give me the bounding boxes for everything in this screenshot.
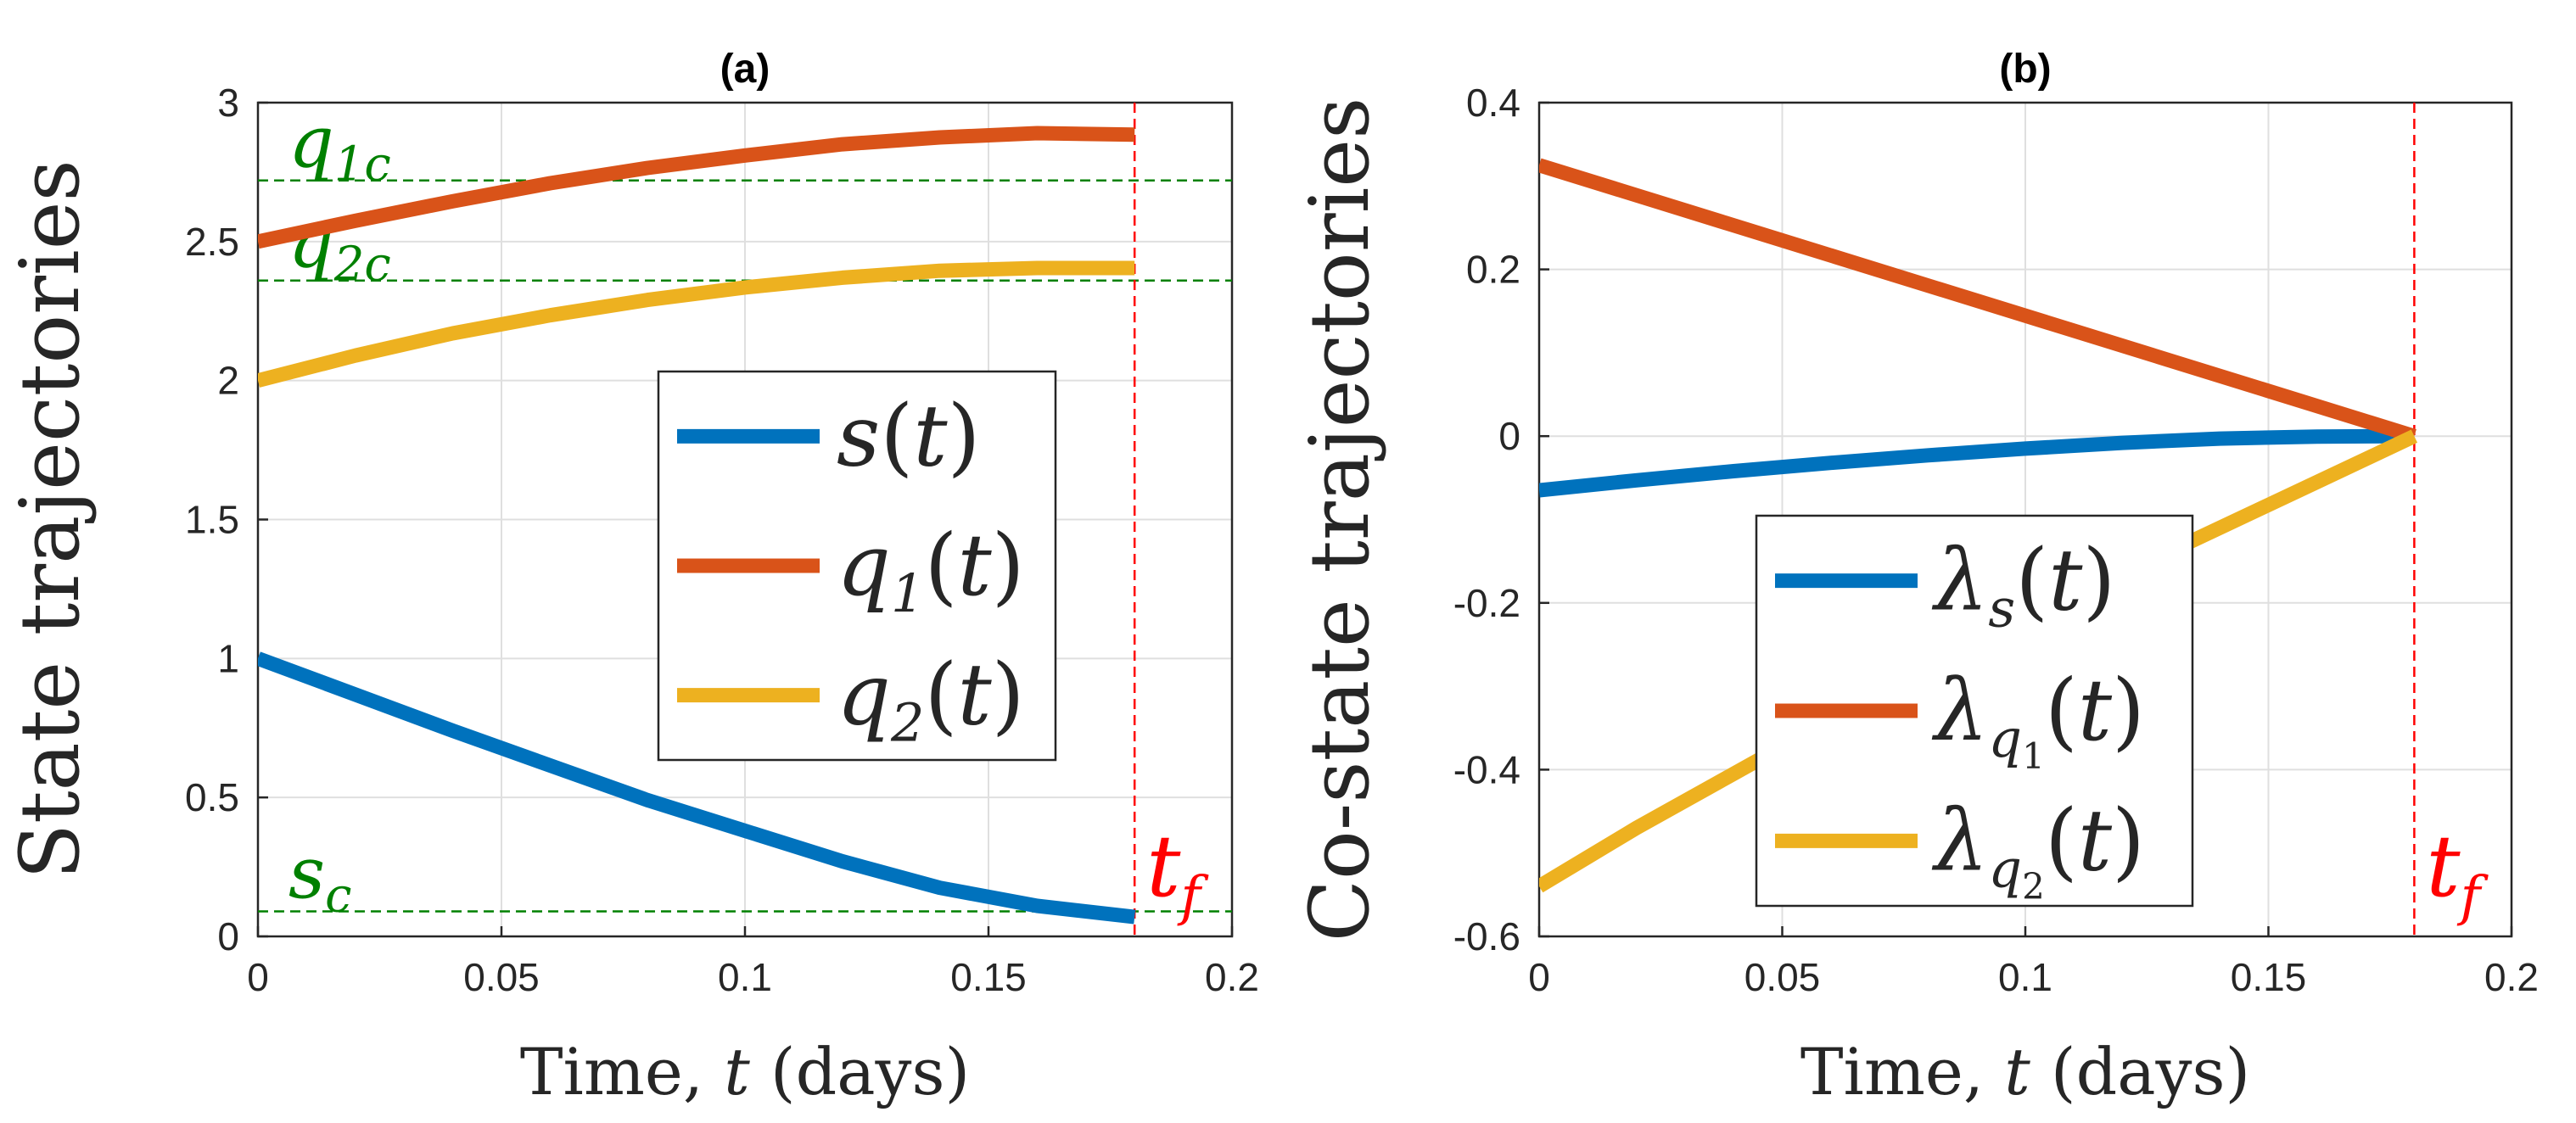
legend-entry-1: s(t) (837, 386, 981, 485)
x-tick-label: 0.05 (463, 955, 540, 999)
legend-entry-2: λq1(t) (1931, 661, 2145, 777)
constraint-label-q2c: q2c (288, 201, 391, 293)
legend-entry-2: q1(t) (837, 516, 1025, 624)
y-tick-label: -0.2 (1453, 581, 1520, 625)
x-tick-label: 0.1 (1998, 955, 2052, 999)
panel-a-state-trajectories: 0 0.05 0.1 0.15 0.2 0 0.5 1 1.5 2 2.5 3 (a) Time, t (… (3, 47, 1259, 1109)
x-tick-label: 0.1 (718, 955, 772, 999)
y-tick-label: -0.6 (1453, 914, 1520, 958)
y-tick-label: 1 (217, 636, 239, 680)
series-line-2 (258, 126, 1135, 249)
y-tick-label: 3 (217, 81, 239, 125)
y-tick-label: 2 (217, 359, 239, 403)
y-tick-label: 0 (1498, 414, 1520, 458)
legend-entry-3: λq2(t) (1931, 791, 2145, 907)
y-tick-label: 1.5 (185, 498, 239, 542)
y-tick-label: 0.2 (1466, 248, 1520, 292)
series-line-1 (258, 651, 1136, 925)
x-tick-label: 0 (247, 955, 269, 999)
legend: λs(t) λq1(t) λq2(t) (1755, 514, 2194, 907)
y-tick-label: -0.4 (1453, 747, 1520, 791)
x-axis-label: Time, t (days) (520, 1034, 970, 1109)
legend-entry-1: λs(t) (1931, 531, 2115, 640)
y-axis-label: Co-state trajectories (1292, 98, 1387, 942)
y-tick-label: 0.4 (1466, 81, 1520, 125)
x-tick-label: 0 (1528, 955, 1550, 999)
series-line-1 (1539, 428, 2415, 498)
series-line-3 (258, 260, 1135, 388)
panel-b-costate-trajectories: 0 0.05 0.1 0.15 0.2 -0.6 -0.4 -0.2 0 0.2 0.4 (b) Tim… (1292, 47, 2539, 1109)
x-tick-label: 0.15 (2231, 955, 2307, 999)
chart-title: (b) (1999, 47, 2051, 92)
series-line-2 (1539, 158, 2416, 444)
chart-title: (a) (720, 47, 770, 92)
x-tick-label: 0.05 (1744, 955, 1821, 999)
x-tick-label: 0.15 (950, 955, 1027, 999)
x-tick-label: 0.2 (2484, 955, 2539, 999)
constraint-label-sc: sc (288, 832, 351, 924)
legend-entry-3: q2(t) (837, 645, 1025, 754)
constraint-label-q1c: q1c (288, 101, 391, 193)
y-tick-label: 0 (217, 914, 239, 958)
x-tick-label: 0.2 (1205, 955, 1259, 999)
legend: s(t) q1(t) q2(t) (657, 370, 1057, 762)
y-tick-label: 2.5 (185, 220, 239, 264)
y-tick-label: 0.5 (185, 775, 239, 819)
y-axis-label: State trajectories (3, 159, 98, 880)
x-axis-label: Time, t (days) (1800, 1034, 2250, 1109)
